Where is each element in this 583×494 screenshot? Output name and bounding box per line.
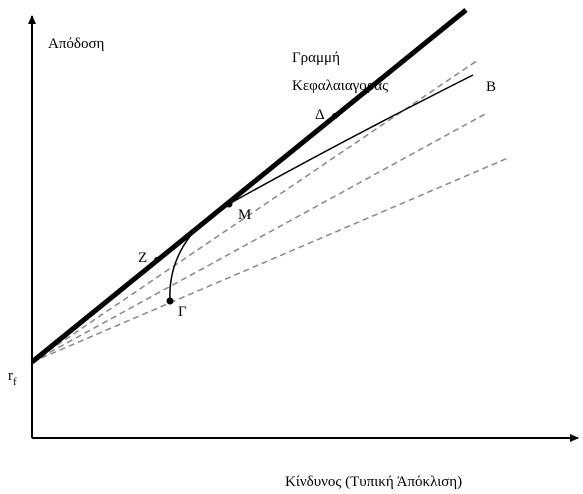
dot: [332, 113, 338, 119]
x-axis-label: Κίνδυνος (Τυπική Άπόκλιση): [285, 474, 462, 490]
risk-free-subscript: f: [13, 376, 17, 388]
line-label: Γραμμή: [292, 50, 340, 66]
y-axis-label: Απόδοση: [48, 36, 105, 52]
line-label: Κεφαλαιαγοράς: [292, 78, 388, 94]
capital-market-line: [30, 8, 468, 364]
point-label: Ζ: [138, 250, 147, 266]
dashed-line: [31, 59, 479, 363]
efficient-frontier: [169, 74, 474, 302]
dot: [166, 297, 174, 305]
point-label: Γ: [178, 304, 187, 320]
point-label: Δ: [315, 107, 325, 123]
point-label: Β: [486, 79, 496, 95]
dashed-line: [31, 112, 488, 363]
dashed-line: [31, 157, 509, 363]
dot: [154, 257, 160, 263]
risk-free-symbol: r: [8, 368, 13, 384]
point-dots: [154, 113, 338, 305]
dot: [225, 200, 233, 208]
dashed-lines: [31, 59, 509, 363]
risk-free-label: rf: [8, 368, 17, 388]
point-label: Μ: [238, 207, 251, 223]
